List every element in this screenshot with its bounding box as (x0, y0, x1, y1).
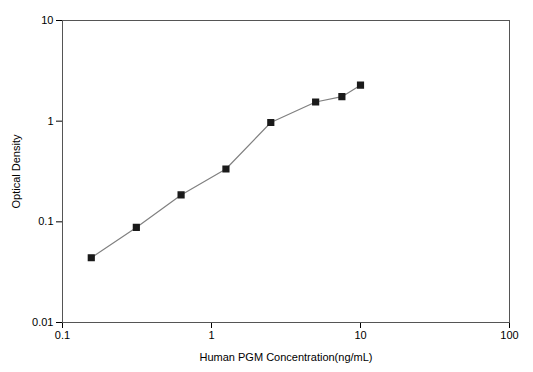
svg-text:0.1: 0.1 (38, 215, 53, 227)
svg-text:10: 10 (354, 329, 366, 341)
svg-text:0.1: 0.1 (55, 329, 70, 341)
svg-text:1: 1 (208, 329, 214, 341)
svg-text:Optical Density: Optical Density (10, 134, 22, 208)
svg-text:10: 10 (41, 14, 53, 26)
svg-text:100: 100 (500, 329, 518, 341)
svg-text:0.01: 0.01 (32, 316, 53, 328)
svg-text:Human PGM Concentration(ng/mL): Human PGM Concentration(ng/mL) (199, 351, 372, 363)
svg-text:1: 1 (47, 115, 53, 127)
